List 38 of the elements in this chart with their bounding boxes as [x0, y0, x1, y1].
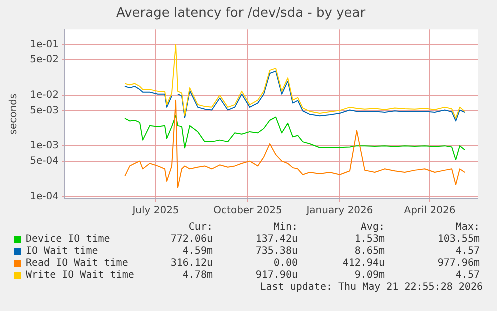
text: 0.00	[274, 257, 298, 270]
text: 137.42u	[256, 233, 298, 246]
text: 103.55m	[438, 233, 480, 246]
legend-label: IO Wait time	[26, 245, 98, 258]
text: 977.96m	[438, 257, 480, 270]
text: Last update: Thu May 21 22:55:28 2026	[260, 281, 483, 294]
legend-label: Read IO Wait time	[26, 257, 128, 270]
y-tick-label: 5e-04	[30, 156, 59, 167]
legend-label: Device IO time	[26, 233, 110, 246]
text: 8.65m	[354, 245, 385, 258]
text: Avg:	[360, 221, 385, 234]
y-tick-label: 5e-02	[30, 54, 59, 66]
text: 4.57	[456, 245, 480, 258]
text: Min:	[274, 221, 298, 234]
text: Max:	[456, 221, 480, 234]
text: 4.57	[456, 269, 480, 282]
text: 1.53m	[354, 233, 385, 246]
y-axis-title: seconds	[8, 94, 20, 135]
text: 4.78m	[182, 269, 213, 282]
chart-title: Average latency for /dev/sda - by year	[116, 6, 366, 22]
y-tick-label: 5e-03	[30, 105, 59, 116]
x-tick-label: April 2026	[404, 206, 456, 217]
y-tick-label: 1e-02	[30, 90, 59, 102]
y-tick-label: 1e-01	[30, 39, 59, 50]
y-tick-label: 1e-04	[30, 191, 59, 202]
legend-label: Write IO Wait time	[26, 269, 134, 282]
text: 316.12u	[170, 257, 213, 270]
text: 9.09m	[354, 269, 385, 282]
y-tick-label: 1e-03	[30, 140, 59, 152]
x-tick-label: July 2025	[132, 206, 180, 217]
text: 772.06u	[170, 233, 213, 246]
text: 412.94u	[342, 257, 385, 270]
text: 4.59m	[182, 245, 213, 258]
x-tick-label: January 2026	[306, 206, 374, 217]
text: Cur:	[188, 221, 213, 234]
text: 917.90u	[256, 269, 298, 282]
text: 735.38u	[256, 245, 298, 258]
x-tick-label: October 2025	[214, 206, 282, 217]
